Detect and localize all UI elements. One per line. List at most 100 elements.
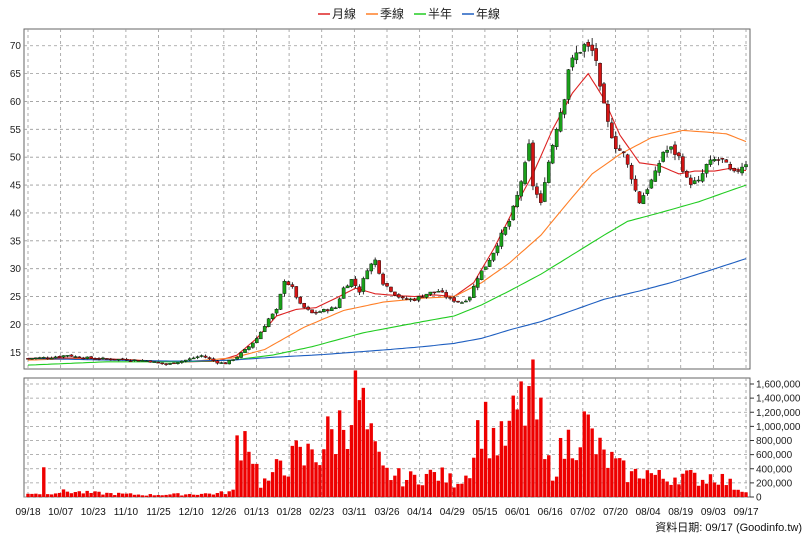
candle-body (298, 296, 303, 304)
candle-body (148, 360, 153, 363)
candle-body (629, 164, 634, 180)
candle-body (389, 286, 393, 292)
candle-body (550, 145, 555, 164)
candle-body (41, 357, 46, 359)
candle-body (152, 361, 157, 363)
volume-bar (337, 410, 342, 497)
x-tick-label: 10/07 (48, 507, 73, 518)
volume-bar (629, 471, 634, 497)
volume-bar (436, 480, 440, 497)
volume-bar (389, 480, 393, 497)
volume-bar (199, 493, 204, 497)
volume-bar (633, 468, 638, 497)
candle-body (77, 356, 82, 359)
volume-bar (594, 454, 598, 497)
volume-bar (610, 451, 614, 497)
candle-body (357, 286, 362, 293)
candle-body (239, 352, 243, 358)
candle-body (554, 129, 559, 147)
volume-bar (381, 465, 385, 497)
candle-body (460, 302, 464, 304)
volume-bar (405, 479, 409, 497)
volume-bar (65, 491, 70, 497)
volume-bar (432, 472, 437, 497)
candle-body (483, 266, 488, 270)
candle-body (436, 291, 441, 293)
volume-bar (357, 400, 362, 497)
volume-tick-label: 1,200,000 (756, 408, 801, 419)
candle-body (558, 112, 563, 132)
volume-bar (160, 495, 164, 497)
volume-bar (665, 481, 669, 497)
candle-body (408, 298, 413, 301)
volume-bar (93, 491, 97, 497)
volume-bar (720, 473, 725, 497)
volume-bar (345, 448, 350, 497)
volume-bar (203, 493, 208, 497)
candle-body (361, 278, 366, 292)
x-tick-label: 06/01 (505, 507, 530, 518)
volume-bar (38, 494, 42, 497)
candle-body (456, 300, 460, 303)
candle-body (128, 360, 133, 362)
x-tick-label: 03/26 (374, 507, 399, 518)
candle-body (381, 273, 385, 285)
candle-body (397, 294, 401, 298)
volume-bar (124, 493, 129, 497)
candle-body (657, 163, 662, 173)
candle-body (227, 360, 231, 365)
volume-bar (657, 469, 661, 497)
volume-bar (188, 493, 192, 497)
candle-body (69, 354, 74, 357)
candle-body (736, 170, 740, 172)
volume-bar (286, 476, 291, 497)
candle-body (49, 357, 54, 360)
x-tick-label: 12/10 (179, 507, 204, 518)
candle-body (546, 161, 551, 183)
candle-body (475, 278, 480, 288)
volume-bar (365, 429, 369, 497)
candle-body (582, 44, 587, 52)
candle-body (610, 122, 614, 139)
volume-bar (479, 448, 484, 497)
candle-body (144, 360, 149, 362)
candle-body (369, 263, 374, 272)
candle-body (645, 189, 650, 194)
candle-body (219, 362, 224, 364)
volume-bar (428, 469, 433, 497)
candle-body (160, 362, 164, 365)
candle-body (400, 296, 405, 299)
candle-body (704, 163, 709, 174)
volume-bar (140, 495, 145, 497)
candle-body (365, 270, 370, 280)
volume-bar (77, 491, 81, 497)
x-tick-label: 07/02 (570, 507, 595, 518)
candle-body (590, 44, 594, 51)
volume-bar (452, 487, 456, 497)
candle-body (523, 162, 527, 184)
volume-bar (424, 473, 429, 497)
volume-bar (507, 420, 511, 497)
volume-bar (732, 489, 736, 497)
candle-body (669, 146, 673, 150)
candle-body (322, 309, 326, 313)
legend-label-3: 年線 (476, 6, 500, 21)
volume-bar (582, 411, 586, 497)
volume-bar (330, 429, 334, 497)
candle-body (543, 182, 547, 202)
volume-bar (728, 478, 732, 497)
candle-body (262, 326, 267, 332)
candle-body (420, 296, 425, 298)
candle-body (353, 278, 358, 286)
candle-body (574, 52, 579, 61)
volume-bar (306, 443, 310, 497)
x-tick-label: 09/03 (701, 507, 726, 518)
candle-body (677, 152, 681, 157)
candle-body (428, 291, 433, 295)
volume-bar (156, 494, 160, 497)
candlesticks (26, 38, 748, 366)
candle-body (132, 359, 137, 361)
volume-bar (491, 427, 496, 497)
candle-body (211, 358, 216, 361)
